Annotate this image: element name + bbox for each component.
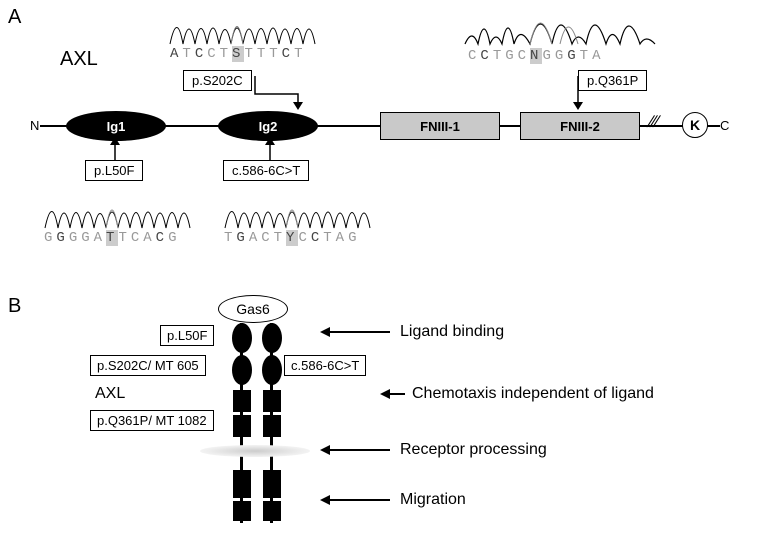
fn-mini bbox=[233, 470, 251, 498]
panel-a-label: A bbox=[8, 6, 21, 29]
axl-b-label: AXL bbox=[95, 385, 125, 403]
box-q361p: p.Q361P/ MT 1082 bbox=[90, 410, 214, 431]
fn-mini bbox=[263, 501, 281, 521]
fn-mini bbox=[233, 501, 251, 521]
trace-icon bbox=[220, 190, 380, 230]
arrow-line bbox=[330, 331, 390, 333]
arrow-line bbox=[330, 499, 390, 501]
mutation-s202c: p.S202C bbox=[183, 70, 252, 91]
ig-mini bbox=[232, 323, 252, 353]
box-c586: c.586-6C>T bbox=[284, 355, 366, 376]
box-l50f: p.L50F bbox=[160, 325, 214, 346]
ig-mini bbox=[232, 355, 252, 385]
domain-fn2: FNIII-2 bbox=[520, 112, 640, 140]
panel-b-label: B bbox=[8, 295, 21, 318]
membrane bbox=[200, 445, 310, 457]
panel-b: B Gas6 p.L50F p.S202C/ MT 605 AXL p.Q361… bbox=[0, 295, 762, 535]
break-icon: / / / bbox=[645, 114, 659, 132]
seq-c586: TGACTYCCTAG bbox=[224, 230, 360, 246]
fn-mini bbox=[263, 470, 281, 498]
mutation-c586: c.586-6C>T bbox=[223, 160, 309, 181]
trace-icon bbox=[40, 190, 200, 230]
arrow-icon bbox=[320, 445, 330, 455]
ig-mini bbox=[262, 355, 282, 385]
ig-mini bbox=[262, 323, 282, 353]
panel-a: A AXL ATCCTSTTTCT CCTGCNGGGTA p.S202C p.… bbox=[0, 0, 762, 270]
arrow-line bbox=[330, 449, 390, 451]
func-chemotaxis: Chemotaxis independent of ligand bbox=[412, 385, 654, 403]
fn-mini bbox=[233, 390, 251, 412]
trace-icon bbox=[460, 0, 660, 48]
fn-mini bbox=[263, 415, 281, 437]
n-terminal: N bbox=[30, 118, 39, 133]
trace-icon bbox=[165, 6, 325, 46]
func-receptor: Receptor processing bbox=[400, 441, 547, 459]
c-terminal: C bbox=[720, 118, 729, 133]
box-s202c: p.S202C/ MT 605 bbox=[90, 355, 206, 376]
arrow-icon bbox=[380, 389, 390, 399]
seq-l50f: GGGGATTCACG bbox=[44, 230, 180, 246]
arrow-icon bbox=[320, 327, 330, 337]
domain-kinase: K bbox=[682, 112, 708, 138]
gas6-ligand: Gas6 bbox=[218, 295, 288, 323]
seq-q361p: CCTGCNGGGTA bbox=[468, 48, 604, 64]
mutation-l50f: p.L50F bbox=[85, 160, 143, 181]
fn-mini bbox=[263, 390, 281, 412]
func-migration: Migration bbox=[400, 491, 466, 509]
seq-s202c: ATCCTSTTTCT bbox=[170, 46, 306, 62]
chromatogram-q361p bbox=[460, 0, 660, 55]
func-ligand: Ligand binding bbox=[400, 323, 504, 341]
fn-mini bbox=[233, 415, 251, 437]
arrow-line bbox=[390, 393, 405, 395]
domain-fn1: FNIII-1 bbox=[380, 112, 500, 140]
protein-name: AXL bbox=[60, 48, 98, 71]
arrow-icon bbox=[560, 74, 590, 114]
arrow-icon bbox=[320, 495, 330, 505]
arrow-icon bbox=[253, 74, 313, 114]
